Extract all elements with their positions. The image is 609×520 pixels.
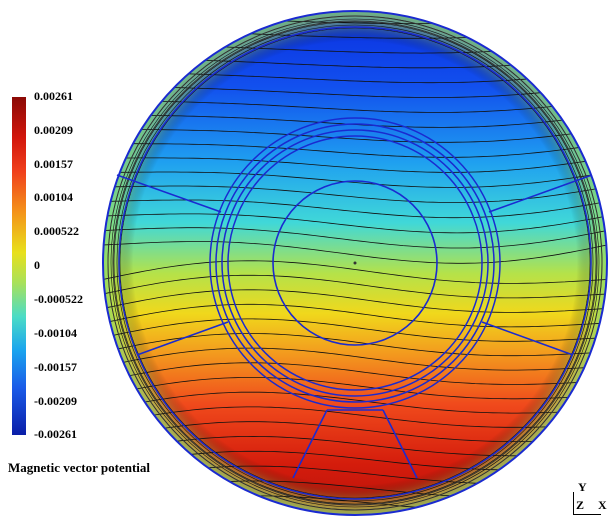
contour-line [103, 362, 607, 385]
contour-line [103, 157, 607, 173]
legend-tick: 0.00261 [34, 89, 73, 103]
segment-lines [116, 174, 593, 479]
axis-y-label: Y [578, 480, 587, 494]
color-legend: 0.00261 0.00209 0.00157 0.00104 0.000522… [8, 89, 168, 443]
contour-line [103, 391, 607, 414]
contour-line [103, 241, 607, 264]
rim-contour [116, 24, 594, 502]
legend-tick: 0.00209 [34, 123, 73, 137]
legend-tick: -0.00157 [34, 360, 77, 374]
legend-tick: 0.000522 [34, 224, 79, 238]
contour-line [103, 143, 607, 158]
contour-line [103, 377, 607, 400]
legend-tick: 0.00104 [34, 190, 73, 204]
color-scale-bar [12, 97, 26, 435]
legend-tick: -0.00261 [34, 427, 77, 441]
axis-triad: Y Z X [568, 478, 608, 518]
legend-tick: 0.00157 [34, 157, 73, 171]
legend-title: Magnetic vector potential [8, 460, 150, 475]
contour-line [103, 347, 607, 371]
contour-line [103, 171, 607, 188]
outer-rings [102, 10, 608, 516]
contour-line [103, 260, 607, 284]
contour-line [103, 421, 607, 442]
rotor-circle [272, 180, 438, 346]
axis-z-label: Z [576, 498, 585, 512]
contour-line [103, 227, 607, 249]
contour-line [103, 99, 607, 113]
contour-line [103, 274, 607, 299]
contour-line [103, 289, 607, 313]
axis-x-line [573, 514, 601, 515]
contour-line [103, 318, 607, 342]
legend-tick: -0.00104 [34, 326, 77, 340]
contour-line [103, 303, 607, 328]
center-point [353, 261, 357, 265]
legend-tick: -0.00209 [34, 394, 77, 408]
legend-tick: 0 [34, 258, 40, 272]
rim-contour [119, 27, 591, 499]
contour-line [103, 128, 607, 143]
rim-contour [110, 18, 600, 508]
axis-y-line [573, 492, 574, 514]
axis-x-label: X [598, 498, 607, 512]
contour-line [103, 213, 607, 234]
magnet-disk [102, 10, 608, 516]
stator-rings [209, 117, 501, 409]
rim-contour [113, 21, 597, 505]
legend-tick: -0.000522 [34, 292, 83, 306]
